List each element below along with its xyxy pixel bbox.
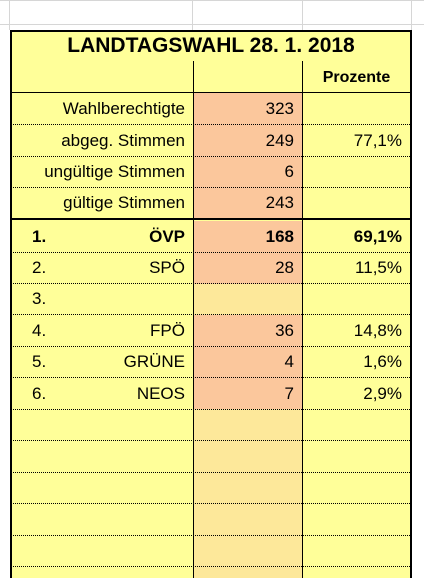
row-line bbox=[10, 156, 412, 157]
row-line bbox=[10, 218, 412, 220]
summary-values-fill bbox=[194, 93, 302, 218]
party-name: GRÜNE bbox=[123, 352, 185, 371]
gridline bbox=[0, 0, 424, 1]
party-percent bbox=[303, 284, 410, 314]
party-name bbox=[92, 284, 193, 314]
party-percent: 14,8% bbox=[353, 320, 402, 340]
summary-label-cast: abgeg. Stimmen bbox=[61, 130, 185, 150]
summary-label-eligible: Wahlberechtigte bbox=[62, 98, 185, 118]
row-line bbox=[10, 440, 412, 441]
table-border bbox=[410, 30, 412, 578]
party-name: FPÖ bbox=[150, 320, 185, 340]
summary-percent-eligible bbox=[303, 93, 410, 124]
row-line bbox=[10, 346, 412, 347]
row-line bbox=[10, 409, 412, 410]
gridline bbox=[302, 0, 303, 30]
summary-percent-cast: 77,1% bbox=[353, 130, 402, 150]
summary-label-valid: gültige Stimmen bbox=[63, 193, 185, 212]
gridline bbox=[0, 24, 424, 25]
party-percent: 69,1% bbox=[353, 226, 402, 246]
party-votes bbox=[194, 284, 302, 314]
party-rank: 1. bbox=[32, 226, 47, 246]
percent-column-header: Prozente bbox=[322, 68, 391, 86]
party-percent: 11,5% bbox=[355, 258, 402, 277]
summary-percent-invalid bbox=[303, 157, 410, 187]
summary-value-invalid: 6 bbox=[284, 162, 294, 181]
party-name: NEOS bbox=[136, 383, 185, 403]
table-border bbox=[10, 30, 412, 32]
votes-fill bbox=[194, 315, 302, 409]
gridline bbox=[192, 0, 193, 30]
row-line bbox=[10, 472, 412, 473]
party-percent: 1,6% bbox=[363, 352, 402, 371]
row-line bbox=[10, 535, 412, 536]
gridline bbox=[411, 0, 412, 30]
party-name: ÖVP bbox=[149, 226, 185, 246]
row-line bbox=[10, 187, 412, 188]
party-votes: 168 bbox=[265, 226, 294, 246]
row-line bbox=[10, 377, 412, 378]
summary-percent-valid bbox=[303, 188, 410, 218]
party-rank: 6. bbox=[32, 383, 47, 403]
column-divider bbox=[302, 61, 303, 578]
party-votes: 28 bbox=[275, 258, 294, 277]
row-line bbox=[10, 124, 412, 125]
party-votes: 7 bbox=[284, 383, 294, 403]
party-rank: 5. bbox=[32, 352, 47, 371]
party-rank: 2. bbox=[32, 258, 47, 277]
row-line bbox=[10, 92, 412, 93]
party-votes: 36 bbox=[275, 320, 294, 340]
votes-fill-empty bbox=[194, 284, 302, 315]
sheet-title: LANDTAGSWAHL 28. 1. 2018 bbox=[67, 33, 355, 57]
row-line bbox=[10, 503, 412, 504]
party-percent: 2,9% bbox=[363, 383, 402, 403]
summary-value-valid: 243 bbox=[265, 193, 294, 212]
summary-label-invalid: ungültige Stimmen bbox=[44, 162, 185, 181]
column-divider bbox=[193, 61, 194, 578]
row-line bbox=[10, 252, 412, 253]
row-line bbox=[10, 314, 412, 315]
votes-fill bbox=[194, 221, 302, 253]
gridline bbox=[9, 0, 10, 30]
table-border bbox=[10, 30, 12, 578]
votes-fill bbox=[194, 253, 302, 284]
row-line bbox=[10, 283, 412, 284]
votes-fill-empty bbox=[194, 409, 302, 578]
summary-value-eligible: 323 bbox=[265, 98, 294, 118]
party-rank: 3. bbox=[32, 289, 47, 308]
party-votes: 4 bbox=[284, 352, 294, 371]
party-name: SPÖ bbox=[149, 258, 185, 277]
summary-value-cast: 249 bbox=[265, 130, 294, 150]
party-rank: 4. bbox=[32, 320, 47, 340]
row-line bbox=[10, 566, 412, 567]
